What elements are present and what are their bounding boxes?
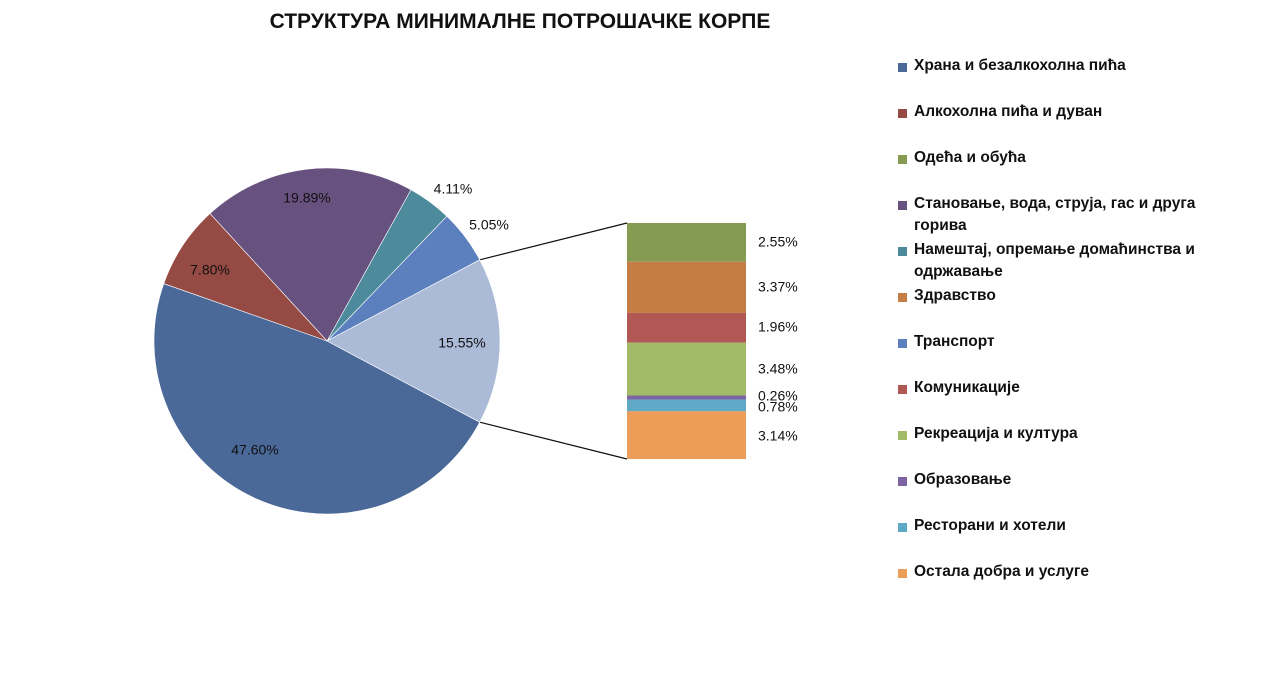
legend-label: Ресторани и хотели <box>914 517 1066 534</box>
bar-segment-ресторани-и-хотели <box>627 399 746 412</box>
pie-slice-храна-и-безалкохолна-пића <box>153 283 481 515</box>
legend-item: Храна и безалкохолна пића <box>898 57 1238 77</box>
bar-segment-комуникације <box>627 312 746 343</box>
bar-data-label: 3.37% <box>758 279 798 295</box>
legend-swatch <box>898 339 907 348</box>
legend-item: Намештај, опремање домаћинства и одржава… <box>898 241 1238 283</box>
pie-slice-становање-вода-струја-гас-и-друга-горива <box>209 167 412 342</box>
bar-data-label: 1.96% <box>758 319 798 335</box>
legend-swatch <box>898 247 907 256</box>
bar-data-label: 2.55% <box>758 234 798 250</box>
pie-data-label: 5.05% <box>469 217 509 233</box>
legend-swatch <box>898 293 907 302</box>
legend-item: Одећа и обућа <box>898 149 1238 169</box>
bar-segment-образовање <box>627 395 746 400</box>
pie-data-label: 15.55% <box>438 335 485 351</box>
legend-item: Транспорт <box>898 333 1238 353</box>
connector-lines <box>479 222 628 460</box>
bar-data-label: 0.26% <box>758 388 798 404</box>
legend-item: Ресторани и хотели <box>898 517 1238 537</box>
legend-swatch <box>898 477 907 486</box>
pie <box>153 167 501 515</box>
pie-data-label: 7.80% <box>190 262 230 278</box>
pie-data-label: 4.11% <box>434 181 473 197</box>
legend-label: Становање, вода, струја, гас и друга гор… <box>914 195 1196 234</box>
chart-title: СТРУКТУРА МИНИМАЛНЕ ПОТРОШАЧКЕ КОРПЕ <box>269 10 771 33</box>
legend-label: Остала добра и услуге <box>914 563 1089 580</box>
legend-item: Становање, вода, струја, гас и друга гор… <box>898 195 1238 237</box>
bar-segment-одећа-и-обућа <box>627 223 746 262</box>
bar-segment-рекреација-и-култура <box>627 342 746 396</box>
pie-of-bar-chart: 47.60% 7.80% 19.89% 4.11% 5.05% 15.55% 2.55% 3.… <box>153 167 798 515</box>
bar-segment-остала-добра-и-услуге <box>627 411 746 459</box>
legend-item: Алкохолна пића и дуван <box>898 103 1238 123</box>
legend-item: Образовање <box>898 471 1238 491</box>
data-labels: 47.60% 7.80% 19.89% 4.11% 5.05% 15.55% 2.55% 3.… <box>190 181 798 458</box>
connector-line-bottom <box>479 421 628 460</box>
legend-swatch <box>898 431 907 440</box>
legend-label: Храна и безалкохолна пића <box>914 57 1126 74</box>
legend-swatch <box>898 63 907 72</box>
legend-item: Здравство <box>898 287 1238 307</box>
bar-data-label: 3.14% <box>758 428 798 444</box>
legend-label: Здравство <box>914 287 996 304</box>
legend-label: Одећа и обућа <box>914 149 1026 166</box>
pie-data-label: 47.60% <box>231 442 278 458</box>
legend-swatch <box>898 569 907 578</box>
legend-label: Комуникације <box>914 379 1020 396</box>
legend-item: Рекреација и култура <box>898 425 1238 445</box>
stacked-bar <box>627 223 746 459</box>
bar-data-label: 0.78% <box>758 399 798 415</box>
legend-label: Транспорт <box>914 333 995 350</box>
legend-swatch <box>898 155 907 164</box>
pie-slice-other <box>326 259 501 423</box>
legend-swatch <box>898 109 907 118</box>
legend-label: Образовање <box>914 471 1012 488</box>
bar-data-label: 3.48% <box>758 361 798 377</box>
legend-swatch <box>898 385 907 394</box>
connector-line-top <box>479 222 628 261</box>
pie-data-label: 19.89% <box>283 190 330 206</box>
legend: Храна и безалкохолна пића Алкохолна пића … <box>898 0 1238 674</box>
legend-label: Алкохолна пића и дуван <box>914 103 1103 120</box>
legend-item: Комуникације <box>898 379 1238 399</box>
legend-swatch <box>898 201 907 210</box>
bar-segment-здравство <box>627 261 746 313</box>
legend-label: Намештај, опремање домаћинства и одржава… <box>914 241 1195 280</box>
legend-swatch <box>898 523 907 532</box>
legend-item: Остала добра и услуге <box>898 563 1238 583</box>
legend-label: Рекреација и култура <box>914 425 1078 442</box>
